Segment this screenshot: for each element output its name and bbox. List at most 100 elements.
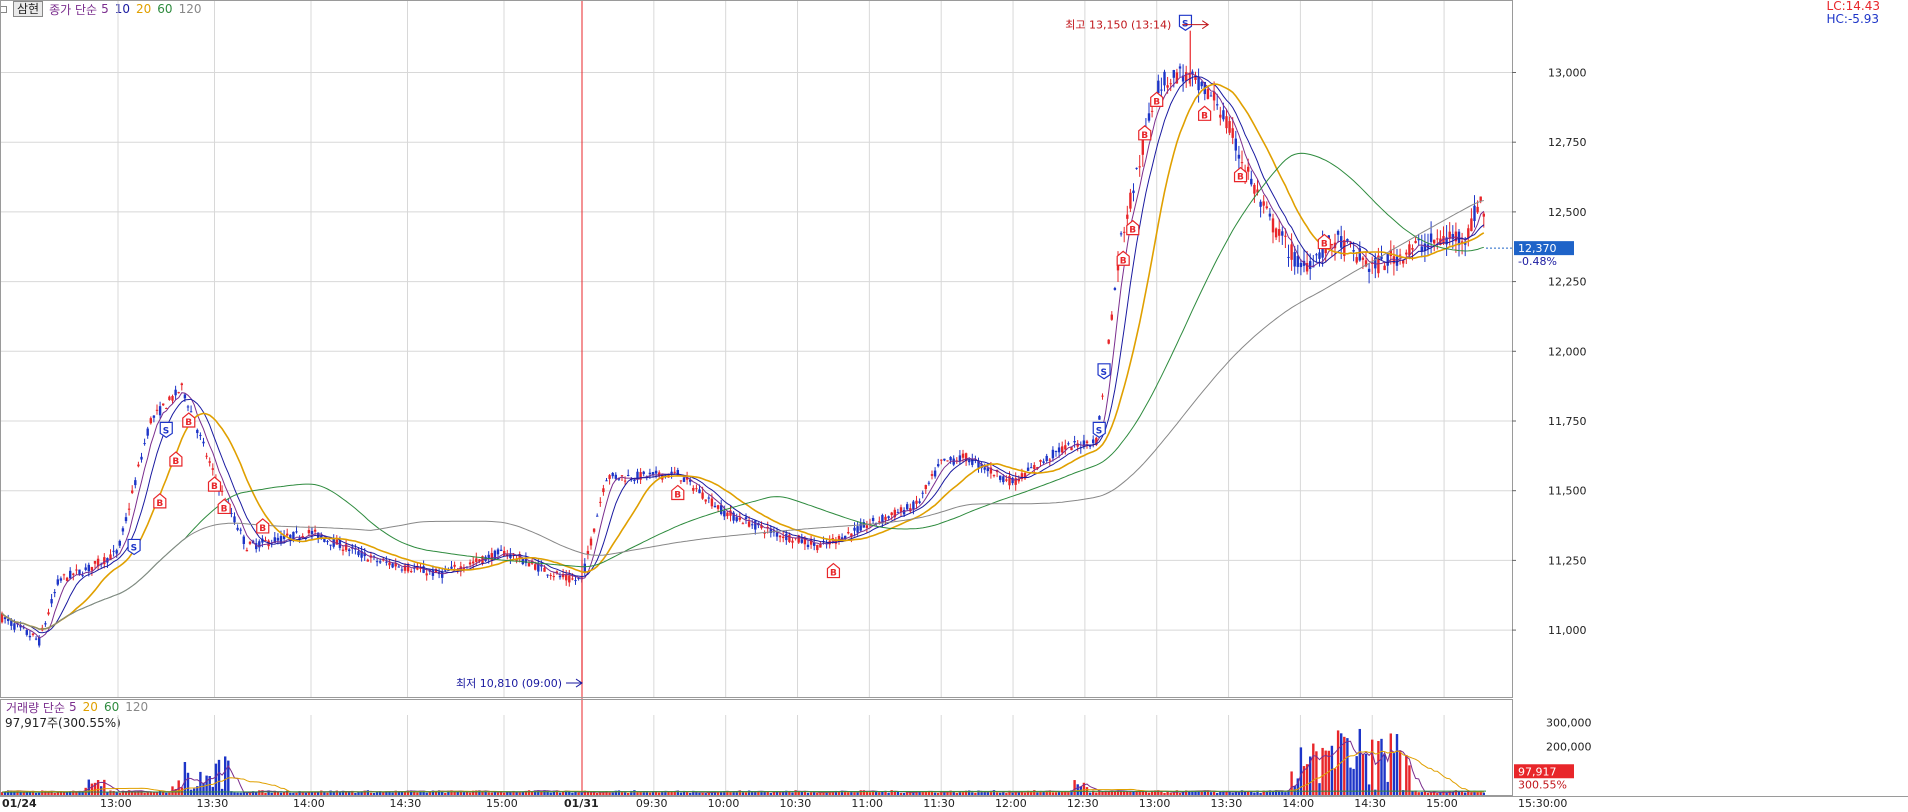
volume-bar	[202, 782, 205, 795]
candle	[428, 568, 431, 575]
candle-body	[59, 578, 63, 581]
candle-body	[707, 497, 710, 499]
candle	[1234, 130, 1237, 161]
time-tick-label: 11:00	[851, 797, 883, 810]
candle	[363, 548, 366, 561]
candle-body	[310, 530, 314, 535]
volume-bar	[422, 790, 425, 795]
volume-bar	[713, 791, 717, 795]
volume-bar	[484, 791, 487, 795]
volume-bar	[214, 763, 218, 795]
candle-body	[1138, 166, 1141, 168]
candle-body	[834, 539, 838, 544]
candle	[1135, 167, 1138, 170]
volume-bar	[955, 792, 958, 795]
volume-bar	[918, 791, 921, 795]
candle-body	[1343, 240, 1346, 256]
candle	[230, 507, 233, 518]
volume-bar	[645, 791, 648, 795]
volume-bar	[1408, 765, 1411, 795]
candle	[1110, 311, 1113, 321]
candle-body	[1318, 252, 1321, 259]
candle	[1154, 93, 1157, 105]
candle-body	[1026, 467, 1030, 471]
candle-body	[1426, 244, 1430, 249]
volume-bar	[165, 792, 168, 795]
candle-body	[155, 409, 159, 411]
candle	[16, 622, 19, 628]
volume-bar	[775, 791, 779, 795]
candle-body	[924, 485, 927, 490]
candle	[806, 539, 810, 550]
candle-body	[847, 532, 850, 534]
volume-bar	[1147, 792, 1151, 795]
volume-bar	[90, 783, 94, 795]
candle	[1216, 93, 1219, 110]
candle-body	[224, 502, 227, 504]
candle-body	[168, 396, 171, 400]
volume-bar	[1371, 739, 1374, 795]
candle	[38, 635, 41, 648]
candle	[1070, 446, 1073, 451]
volume-bar	[716, 792, 720, 795]
candle-body	[459, 566, 462, 572]
candle	[955, 457, 958, 464]
volume-bar	[1448, 791, 1451, 795]
volume-bar	[1417, 792, 1420, 795]
volume-bar	[162, 791, 165, 795]
volume-bar	[1473, 790, 1476, 795]
volume-bar	[1203, 790, 1206, 795]
candle-body	[865, 525, 869, 528]
candle	[385, 556, 388, 566]
marker-letter: B	[185, 418, 192, 428]
volume-bar	[1002, 791, 1005, 795]
candle-body	[943, 458, 946, 461]
candle	[552, 571, 555, 581]
candle-body	[329, 544, 332, 546]
candle	[1268, 208, 1272, 221]
time-tick-label: 10:30	[780, 797, 812, 810]
volume-bar	[1057, 791, 1061, 795]
stock-name-button[interactable]: 삼현	[13, 1, 44, 17]
candle	[732, 510, 735, 524]
volume-bar	[193, 788, 196, 795]
candle-body	[1464, 241, 1467, 245]
volume-bar	[115, 791, 118, 795]
candle	[462, 564, 466, 573]
candle	[490, 547, 493, 566]
candle-body	[1110, 314, 1113, 320]
candle	[568, 570, 571, 587]
candle	[561, 568, 565, 580]
candle-body	[1008, 475, 1011, 486]
volume-bar	[1318, 783, 1321, 795]
candle-body	[41, 627, 44, 631]
sell-signal-marker: S	[127, 538, 141, 556]
candle-body	[453, 564, 456, 567]
volume-bar	[1268, 790, 1272, 795]
candle	[72, 572, 75, 581]
candle	[152, 415, 156, 423]
candle-body	[797, 535, 800, 543]
candle-body	[233, 516, 236, 523]
volume-bar	[806, 792, 810, 795]
volume-bar	[1008, 790, 1011, 795]
candle	[193, 421, 196, 423]
candle	[162, 403, 165, 407]
candle-body	[933, 470, 937, 477]
volume-bar	[1166, 791, 1169, 795]
volume-bar	[205, 775, 208, 795]
volume-bar	[391, 792, 394, 795]
volume-bar	[1479, 790, 1482, 795]
candle-body	[248, 541, 252, 544]
volume-bar	[1067, 792, 1070, 795]
candle	[329, 544, 332, 551]
candle-body	[202, 441, 205, 444]
candle	[1361, 256, 1365, 270]
legend-toggle-icon[interactable]	[0, 5, 7, 13]
volume-bar	[630, 790, 633, 795]
candle	[115, 548, 118, 558]
volume-bar	[453, 791, 456, 795]
volume-bar	[134, 791, 137, 795]
candle	[403, 563, 407, 574]
